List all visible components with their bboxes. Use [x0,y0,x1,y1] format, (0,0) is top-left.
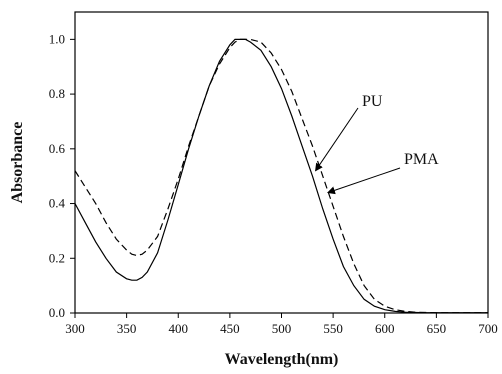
annotation-label-pu: PU [362,93,383,110]
series-line-pu [74,38,488,314]
x-tick-label: 450 [220,321,240,336]
annotation-arrow-pu [315,107,359,172]
y-tick-label: 1.0 [49,31,65,46]
tick-labels: 300 350 400 450 500 550 600 650 700 0.0 0.2 0.4 0.6 0… [49,31,498,336]
x-tick-label: 700 [478,321,498,336]
x-tick-label: 550 [323,321,343,336]
y-tick-label: 0.0 [49,305,65,320]
annotation-arrow-pma [327,167,401,195]
y-tick-label: 0.4 [49,196,66,211]
annotations: PU PMA [315,93,439,195]
x-tick-label: 600 [375,321,395,336]
x-tick-label: 650 [427,321,447,336]
annotation-label-pma: PMA [404,151,439,168]
y-axis-title: Absorbance [9,122,26,204]
y-tick-label: 0.2 [49,250,65,265]
axes [70,11,489,318]
y-tick-label: 0.6 [49,141,66,156]
series-line-pma [74,38,488,314]
x-tick-label: 500 [272,321,292,336]
y-tick-label: 0.8 [49,86,65,101]
x-axis-title: Wavelength(nm) [225,351,339,368]
x-tick-label: 300 [65,321,85,336]
x-tick-label: 400 [169,321,189,336]
plot-area [74,38,488,314]
x-tick-label: 350 [117,321,137,336]
